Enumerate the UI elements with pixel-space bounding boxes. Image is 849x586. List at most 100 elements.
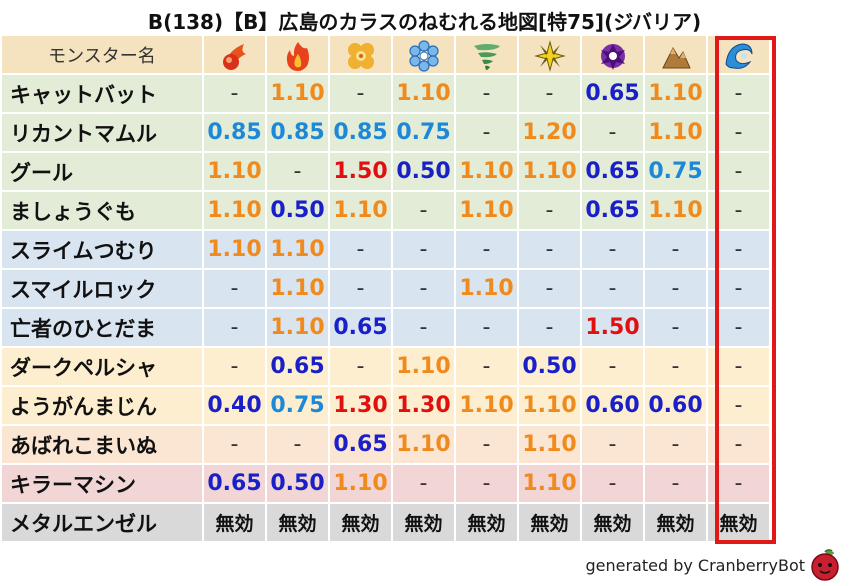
resist-value: 1.50 [581,308,645,348]
resist-value: - [203,425,267,465]
resist-value: 0.75 [644,152,708,192]
resist-value: - [518,191,582,231]
resist-value: 1.10 [329,191,393,231]
resist-value: - [707,386,771,426]
resist-value: 0.75 [266,386,330,426]
resist-value: 0.65 [581,152,645,192]
resist-value: - [581,269,645,309]
monster-name: ダークペルシャ [10,356,157,380]
resist-value: 無効 [581,503,645,543]
monster-name: スマイルロック [10,278,157,302]
monster-cell: ダークペルシャ1.1 [2,347,204,387]
monster-cell: キャットバット1.1 [2,74,204,114]
resist-value: - [707,464,771,504]
resist-value: 1.10 [518,464,582,504]
resist-value: 1.10 [392,425,456,465]
resist-value: 0.65 [581,74,645,114]
page-title: B(138)【B】広島のカラスのねむれる地図[特75](ジバリア) [147,10,702,34]
resist-value: 1.10 [203,152,267,192]
resist-value: - [581,425,645,465]
resist-value: - [581,230,645,270]
resist-value: 無効 [392,503,456,543]
resist-value: 1.10 [203,191,267,231]
resist-value: 1.10 [455,191,519,231]
monster-row: ようがんまじん1.20.400.751.301.301.101.100.600.… [2,386,771,426]
resist-value: 1.10 [266,308,330,348]
monster-name-header: モンスター名 [2,36,204,75]
resist-value: 無効 [455,503,519,543]
resist-value: - [707,308,771,348]
resist-value: 0.65 [329,308,393,348]
resist-value: 無効 [329,503,393,543]
monster-cell: メタルエンゼル1.0 [2,503,204,543]
resist-value: 0.85 [266,113,330,153]
monster-row: あばれこまいぬ1.1--0.651.10-1.10--- [2,425,771,465]
resist-value: 0.85 [329,113,393,153]
monster-name: スライムつむり [10,239,157,263]
resist-value: - [707,425,771,465]
resist-value: 1.10 [392,347,456,387]
resist-value: - [392,464,456,504]
resist-value: - [266,152,330,192]
header-row: モンスター名 [2,36,771,75]
resist-value: - [455,113,519,153]
resist-value: - [518,74,582,114]
resist-value: - [329,230,393,270]
resist-value: 無効 [518,503,582,543]
monster-row: リカントマムル1.10.850.850.850.75-1.20-1.10- [2,113,771,153]
resist-value: 1.10 [518,152,582,192]
resist-value: 1.10 [644,191,708,231]
resist-value: - [581,347,645,387]
resist-value: - [644,269,708,309]
resist-value: - [329,74,393,114]
cranberry-icon [808,548,842,586]
resist-value: - [392,269,456,309]
resistance-table: モンスター名 [2,36,771,543]
resist-value: - [266,425,330,465]
resist-value: 無効 [203,503,267,543]
resist-value: - [518,308,582,348]
resist-value: 1.10 [329,464,393,504]
resist-value: - [392,191,456,231]
resist-value: - [329,269,393,309]
resist-value: - [329,347,393,387]
monster-row: スマイルロック1.1-1.10--1.10---- [2,269,771,309]
water-wave-icon [707,36,771,75]
resist-value: - [455,74,519,114]
monster-row: ダークペルシャ1.1-0.65-1.10-0.50--- [2,347,771,387]
resist-value: 0.50 [266,191,330,231]
resist-value: 0.50 [266,464,330,504]
resist-value: - [707,269,771,309]
resist-value: - [203,269,267,309]
monster-name: 亡者のひとだま [10,317,156,341]
resist-value: - [392,308,456,348]
fire-ball-icon [203,36,267,75]
resist-value: - [707,230,771,270]
resist-value: 1.10 [644,113,708,153]
resist-value: 1.10 [518,425,582,465]
resist-value: 1.10 [203,230,267,270]
resist-value: - [518,269,582,309]
resist-value: 1.10 [266,269,330,309]
resist-value: - [455,347,519,387]
resist-value: 1.20 [518,113,582,153]
monster-name: あばれこまいぬ [10,434,157,458]
wind-icon [455,36,519,75]
monster-row: 亡者のひとだま1.1-1.100.65---1.50-- [2,308,771,348]
resist-value: - [707,191,771,231]
resist-value: - [455,425,519,465]
resist-value: - [707,347,771,387]
monster-row: キャットバット1.1-1.10-1.10--0.651.10- [2,74,771,114]
monster-cell: キラーマシン1.2 [2,464,204,504]
resist-value: 0.50 [392,152,456,192]
explosion-icon [329,36,393,75]
resist-value: 0.65 [266,347,330,387]
resist-value: - [455,464,519,504]
resist-value: 1.50 [329,152,393,192]
resist-value: - [707,152,771,192]
